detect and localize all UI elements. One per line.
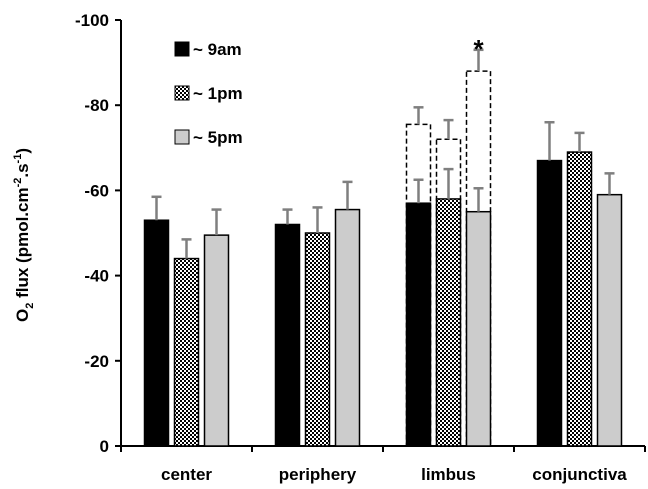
bar-limbus-1 — [435, 198, 462, 447]
legend-swatch — [174, 85, 190, 101]
ylabel-part-3: -2 — [12, 178, 24, 188]
y-axis-label: O2 flux (pmol.cm-2.s-1) — [12, 148, 36, 322]
legend-swatch — [174, 129, 190, 145]
x-category-label: center — [161, 465, 212, 484]
bar-conjunctiva-2 — [596, 193, 623, 447]
bar-limbus-0 — [405, 202, 432, 447]
significance-marker: * — [473, 34, 484, 64]
y-tick-label: -20 — [84, 352, 109, 371]
legend-label: ~ 9am — [193, 40, 242, 59]
y-tick-label: -40 — [84, 267, 109, 286]
ylabel-part-6: ) — [13, 148, 32, 154]
legend: ~ 9am ~ 1pm ~ 5pm — [174, 40, 243, 147]
bar-periphery-0 — [274, 223, 301, 447]
ylabel-part-0: O — [13, 309, 32, 322]
legend-swatch — [174, 41, 190, 57]
bar-periphery-2 — [334, 208, 361, 447]
bar-limbus-2 — [465, 210, 492, 447]
ylabel-part-1: 2 — [24, 303, 36, 309]
bar-center-1 — [173, 257, 200, 447]
bar-center-2 — [203, 234, 230, 447]
bar-conjunctiva-0 — [536, 159, 563, 447]
y-tick-label: -80 — [84, 96, 109, 115]
ylabel-part-4: .s — [13, 163, 32, 177]
ylabel-part-2: flux (pmol.cm — [13, 187, 32, 302]
legend-label: ~ 5pm — [193, 128, 243, 147]
ylabel-part-5: -1 — [12, 154, 24, 164]
bar-periphery-1 — [304, 232, 331, 447]
x-category-label: limbus — [421, 465, 476, 484]
y-tick-label: 0 — [100, 437, 109, 456]
bar-conjunctiva-1 — [566, 151, 593, 447]
bar-center-0 — [143, 219, 170, 447]
y-tick-label: -100 — [75, 11, 109, 30]
y-tick-label: -60 — [84, 181, 109, 200]
bars: center periphery * limbus conjunctiva — [143, 34, 627, 484]
x-category-label: periphery — [279, 465, 357, 484]
legend-label: ~ 1pm — [193, 84, 243, 103]
x-category-label: conjunctiva — [532, 465, 627, 484]
